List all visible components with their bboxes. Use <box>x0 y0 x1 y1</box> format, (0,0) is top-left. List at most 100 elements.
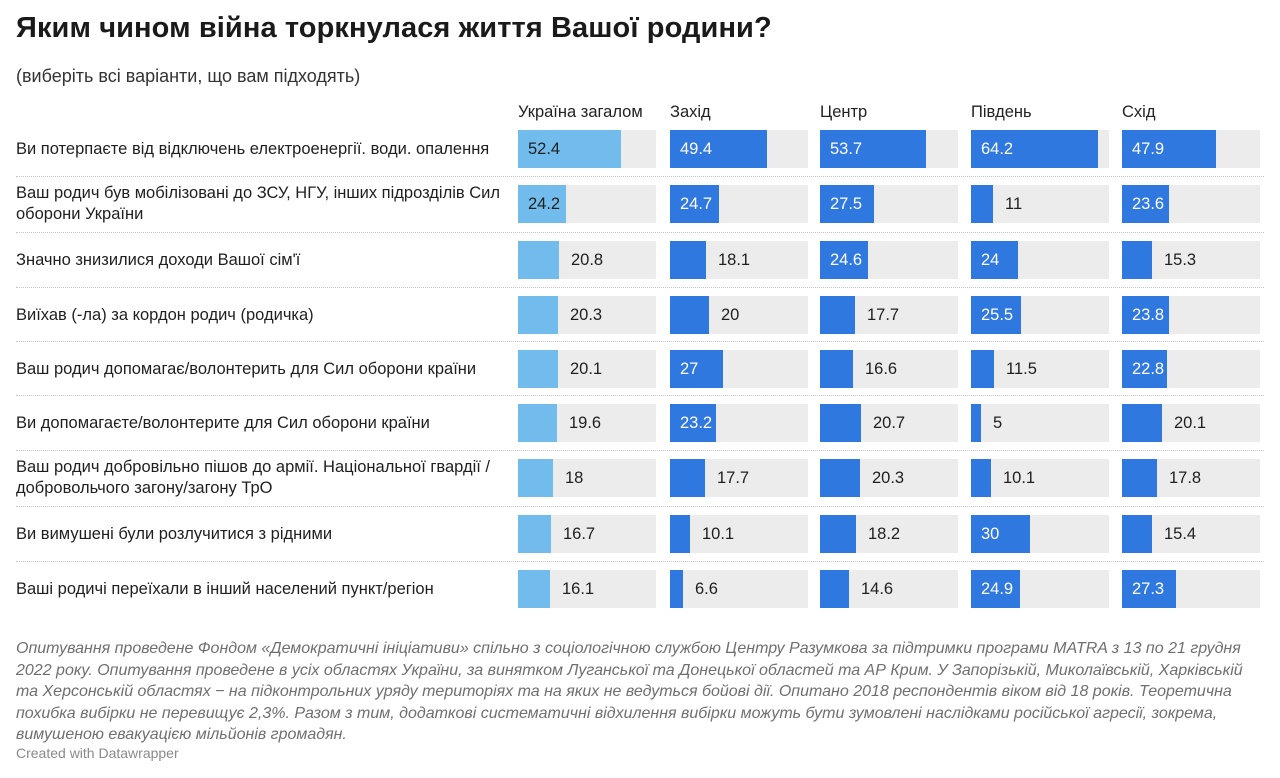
bar <box>971 241 1018 279</box>
data-label: 23.2 <box>680 414 713 432</box>
bar-track: 47.9 <box>1122 130 1260 168</box>
bar-track: 17.8 <box>1122 459 1260 497</box>
bar <box>971 459 991 497</box>
data-label: 5 <box>993 414 1003 432</box>
row-separator <box>16 395 1264 396</box>
bar <box>518 296 558 334</box>
row-separator <box>16 287 1264 288</box>
row-separator <box>16 506 1264 507</box>
column-header: Схід <box>1122 103 1156 121</box>
bar <box>1122 404 1162 442</box>
bar <box>518 185 566 223</box>
bar <box>1122 459 1157 497</box>
bar <box>670 570 683 608</box>
bar <box>1122 130 1216 168</box>
data-label: 10.1 <box>702 525 735 543</box>
bar-track: 15.4 <box>1122 515 1260 553</box>
bar <box>670 404 716 442</box>
bar <box>1122 296 1169 334</box>
bar-track: 24.6 <box>820 241 958 279</box>
data-label: 16.7 <box>563 525 596 543</box>
data-label: 20.1 <box>1174 414 1207 432</box>
footnote: Опитування проведене Фондом «Демократичн… <box>16 640 1243 743</box>
bar <box>820 570 849 608</box>
bar-track: 22.8 <box>1122 350 1260 388</box>
bar-track: 24.9 <box>971 570 1109 608</box>
bar-track: 5 <box>971 404 1109 442</box>
bar <box>518 404 557 442</box>
bar-track: 25.5 <box>971 296 1109 334</box>
chart-title: Яким чином війна торкнулася життя Вашої … <box>16 12 772 44</box>
data-label: 16.1 <box>562 580 595 598</box>
bar-track: 27 <box>670 350 808 388</box>
bar <box>971 570 1020 608</box>
bar <box>820 404 861 442</box>
bar-track: 24 <box>971 241 1109 279</box>
bar <box>518 350 558 388</box>
bar-track: 18 <box>518 459 656 497</box>
data-label: 47.9 <box>1132 140 1165 158</box>
bar-track: 52.4 <box>518 130 656 168</box>
data-label: 27 <box>680 360 699 378</box>
bar-track: 16.6 <box>820 350 958 388</box>
row-separator <box>16 561 1264 562</box>
bar <box>1122 241 1152 279</box>
data-label: 20.3 <box>570 306 603 324</box>
bar <box>670 296 709 334</box>
bar-track: 53.7 <box>820 130 958 168</box>
data-label: 24.2 <box>528 195 561 213</box>
bar <box>1122 570 1176 608</box>
data-label: 30 <box>981 525 1000 543</box>
chart-subtitle: (виберіть всі варіанти, що вам підходять… <box>16 66 361 86</box>
data-label: 14.6 <box>861 580 894 598</box>
bar-track: 20.8 <box>518 241 656 279</box>
column-header: Центр <box>820 103 868 121</box>
bar <box>971 130 1098 168</box>
data-label: 19.6 <box>569 414 602 432</box>
bar <box>670 459 705 497</box>
bar-track: 18.2 <box>820 515 958 553</box>
bar-track: 23.6 <box>1122 185 1260 223</box>
bar <box>670 241 706 279</box>
row-label: Ваш родич допомагає/волонтерить для Сил … <box>16 359 477 378</box>
bar-track: 24.2 <box>518 185 656 223</box>
data-label: 16.6 <box>865 360 898 378</box>
bar-track: 20.3 <box>820 459 958 497</box>
data-label: 24.9 <box>981 580 1014 598</box>
bar <box>518 130 621 168</box>
row-label: Ваш родич добровільно пішов до армії. На… <box>16 458 490 497</box>
bar-track: 10.1 <box>971 459 1109 497</box>
bar <box>1122 185 1169 223</box>
bar <box>1122 350 1167 388</box>
bar <box>820 241 868 279</box>
data-label: 10.1 <box>1003 469 1036 487</box>
bar-track: 11 <box>971 185 1109 223</box>
data-label: 11.5 <box>1006 360 1037 378</box>
row-label: Виїхав (-ла) за кордон родич (родичка) <box>16 305 314 324</box>
credit-link[interactable]: Created with Datawrapper <box>16 745 179 761</box>
row-label: Значно знизилися доходи Вашої сім'ї <box>16 250 301 269</box>
bar-track: 14.6 <box>820 570 958 608</box>
row-label: Ваші родичі переїхали в інший населений … <box>16 579 434 598</box>
bar-track: 30 <box>971 515 1109 553</box>
row-separator <box>16 232 1264 233</box>
data-label: 22.8 <box>1132 360 1165 378</box>
bar-track: 23.8 <box>1122 296 1260 334</box>
row-label: Ви вимушені були розлучитися з рідними <box>16 524 333 543</box>
data-label: 23.8 <box>1132 306 1165 324</box>
bar <box>670 350 723 388</box>
row-separator <box>16 341 1264 342</box>
bar-track: 10.1 <box>670 515 808 553</box>
bar-track: 64.2 <box>971 130 1109 168</box>
data-label: 15.3 <box>1164 251 1197 269</box>
data-label: 64.2 <box>981 140 1014 158</box>
data-label: 23.6 <box>1132 195 1165 213</box>
bar-track: 16.1 <box>518 570 656 608</box>
bar <box>670 130 767 168</box>
data-label: 20.7 <box>873 414 906 432</box>
data-label: 18 <box>565 469 584 487</box>
bar-track: 19.6 <box>518 404 656 442</box>
data-label: 17.8 <box>1169 469 1202 487</box>
row-separator <box>16 176 1264 177</box>
bar-track: 20 <box>670 296 808 334</box>
